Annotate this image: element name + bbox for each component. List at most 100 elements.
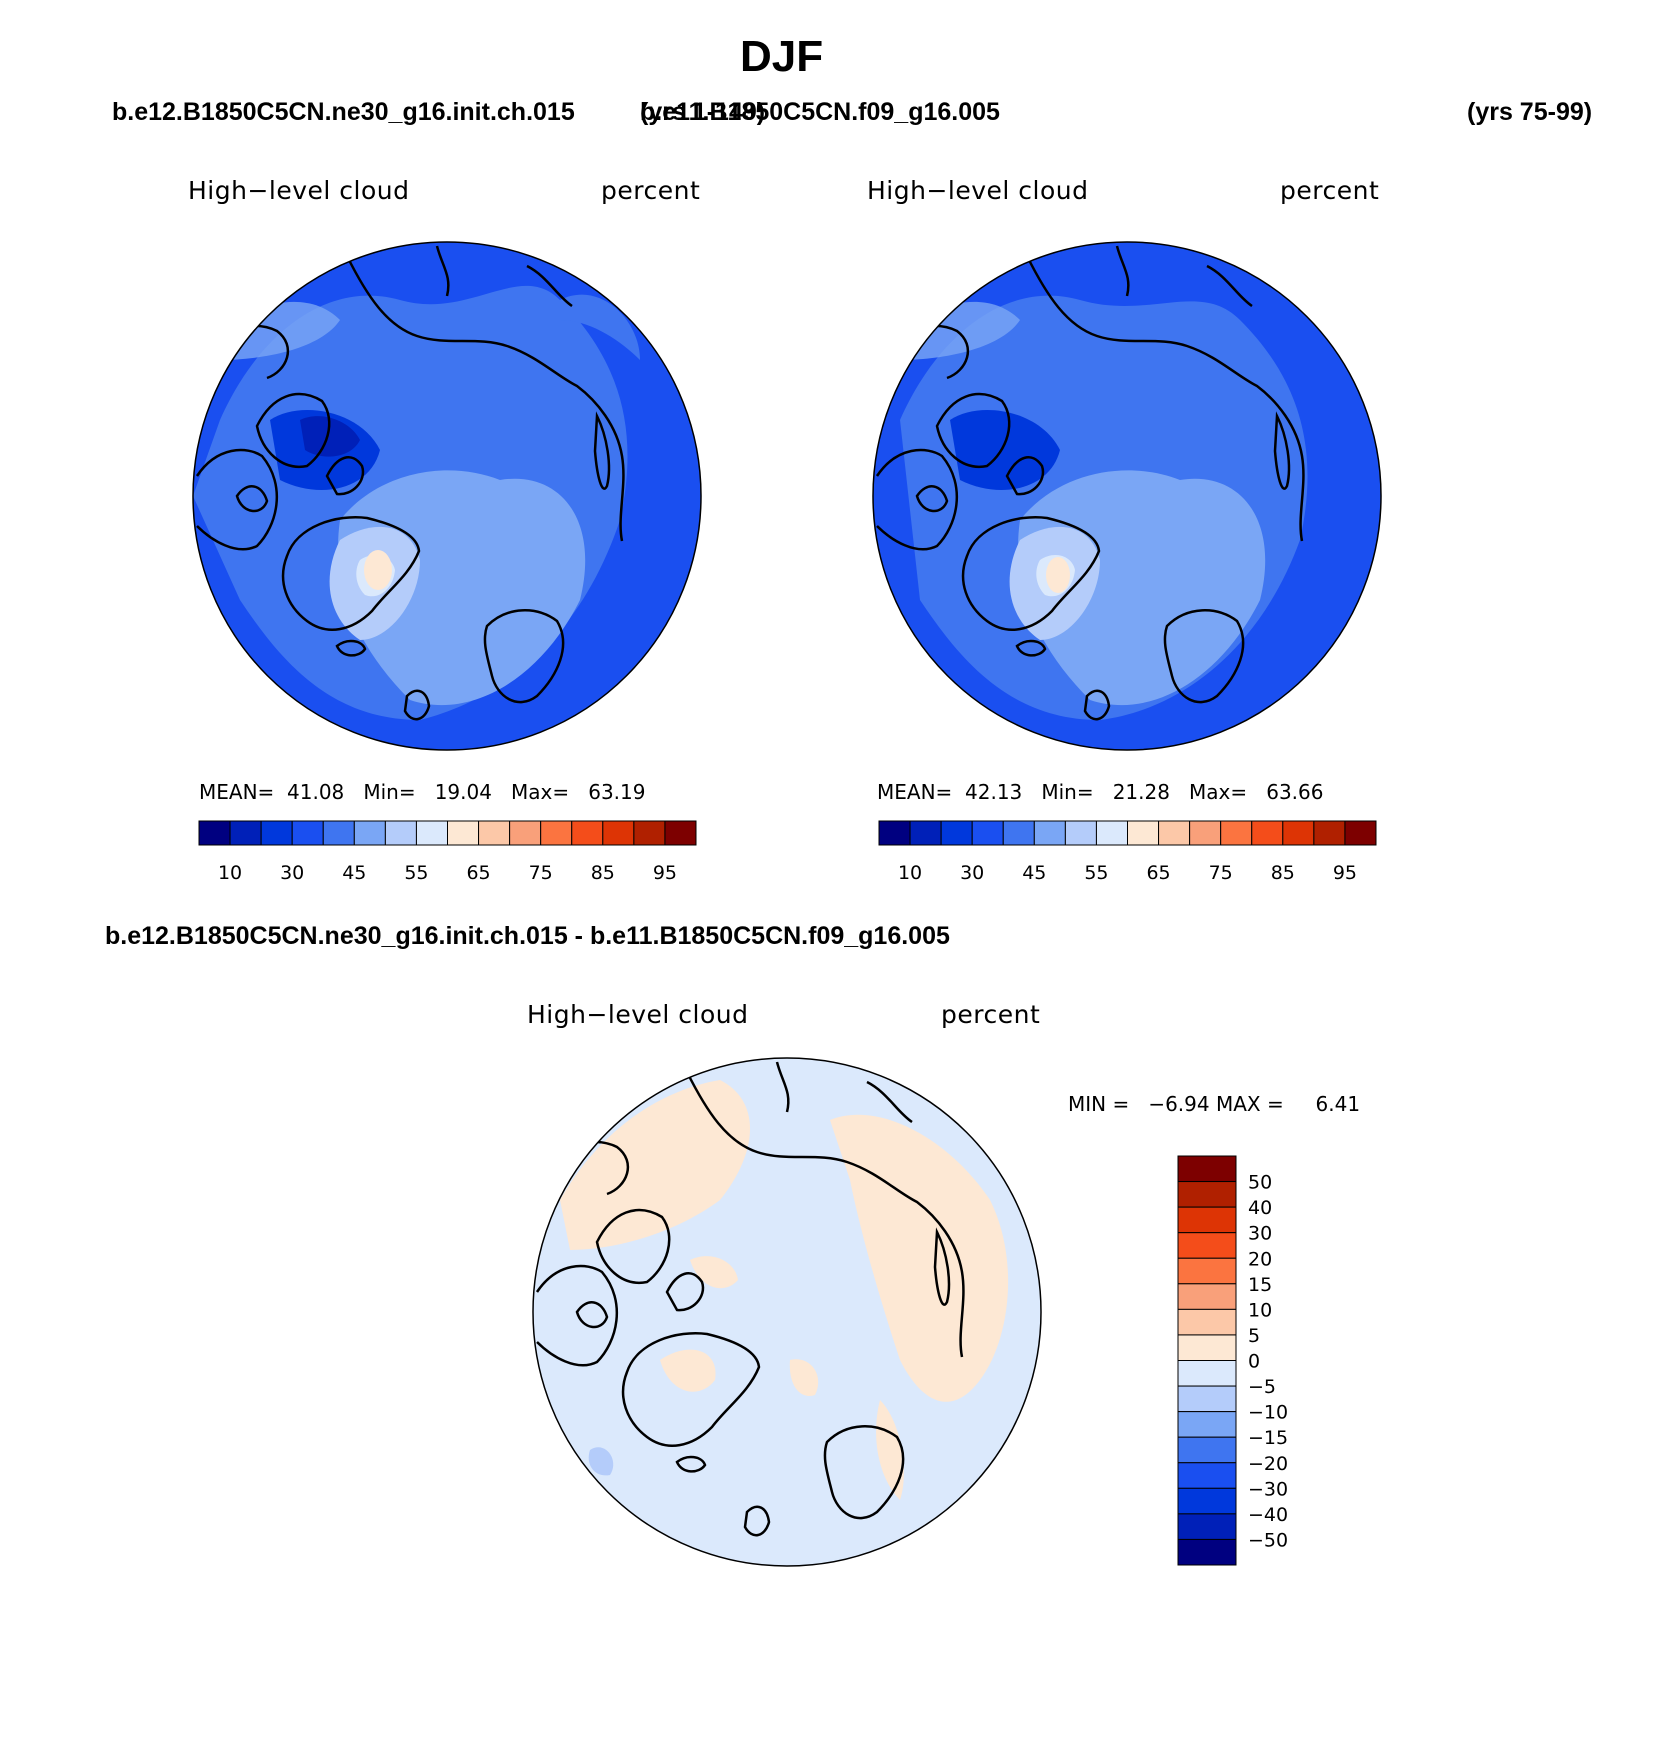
max-label: Max= — [511, 780, 570, 804]
diff-colorbar-swatch — [1177, 1283, 1237, 1310]
panel1-colorbar-tick-label: 30 — [280, 862, 304, 884]
diff-colorbar-tick-label: −40 — [1248, 1504, 1288, 1526]
panel1-colorbar-swatch — [478, 820, 511, 846]
panel2-colorbar-swatch — [878, 820, 911, 846]
panel2-variable: High−level cloud — [867, 176, 1089, 205]
diff-colorbar-swatch — [1177, 1436, 1237, 1464]
panel1-variable: High−level cloud — [188, 176, 410, 205]
panel2-colorbar-tick-label: 30 — [960, 862, 984, 884]
diff-colorbar-tick-label: −20 — [1248, 1453, 1288, 1475]
diff-colorbar-tick-label: 40 — [1248, 1197, 1272, 1219]
panel1-stats: MEAN= 41.08 Min= 19.04 Max= 63.19 — [199, 780, 645, 804]
panel1-colorbar-swatch — [229, 820, 262, 846]
left-case-years: (yrs 1-149) — [640, 98, 766, 126]
panel1-colorbar-swatch — [540, 820, 573, 846]
diff-colorbar-tick-label: −10 — [1248, 1402, 1288, 1424]
panel1-colorbar-swatch — [260, 820, 293, 846]
min-value: −6.94 — [1148, 1092, 1210, 1116]
diff-colorbar-tick-label: 15 — [1248, 1274, 1272, 1296]
max-label: Max= — [1189, 780, 1248, 804]
diff-colorbar-swatch — [1177, 1513, 1237, 1540]
left-case-name: b.e12.B1850C5CN.ne30_g16.init.ch.015 — [112, 98, 575, 126]
panel1-colorbar-swatch — [291, 820, 324, 846]
panel2-colorbar-swatch — [940, 820, 973, 846]
diff-colorbar-swatch — [1177, 1538, 1237, 1566]
diff-colorbar-swatch — [1177, 1411, 1237, 1438]
panel2-colorbar-swatch — [1282, 820, 1315, 846]
diff-colorbar-tick-label: −30 — [1248, 1478, 1288, 1500]
panel2-colorbar-swatch — [1002, 820, 1035, 846]
panel1-units: percent — [601, 176, 701, 205]
diff-colorbar-swatch — [1177, 1308, 1237, 1336]
panel2-colorbar-swatch — [1251, 820, 1284, 846]
diff-stats: MIN = −6.94 MAX = 6.41 — [1068, 1092, 1360, 1116]
mean-label: MEAN= — [199, 780, 275, 804]
diff-colorbar-swatch — [1177, 1487, 1237, 1515]
diff-colorbar-tick-label: 5 — [1248, 1325, 1260, 1347]
max-value: 63.66 — [1266, 780, 1324, 804]
panel1-colorbar-swatch — [384, 820, 417, 846]
main-title: DJF — [740, 32, 824, 81]
panel1-colorbar-tick-label: 85 — [591, 862, 615, 884]
panel2-units: percent — [1280, 176, 1380, 205]
panel2-colorbar-tick-label: 95 — [1333, 862, 1357, 884]
panel1-colorbar-swatch — [415, 820, 448, 846]
min-label: Min= — [363, 780, 416, 804]
panel1-colorbar-swatch — [571, 820, 604, 846]
panel2-colorbar: 10 30 45 55 65 75 85 95 — [878, 820, 1377, 884]
right-case-name: b.e11.B1850C5CN.f09_g16.005 — [640, 98, 1000, 126]
min-label: MIN = — [1068, 1092, 1130, 1116]
panel1-colorbar-tick-label: 65 — [466, 862, 490, 884]
panel1-colorbar-swatch — [353, 820, 386, 846]
panel2-stats: MEAN= 42.13 Min= 21.28 Max= 63.66 — [877, 780, 1323, 804]
max-value: 6.41 — [1315, 1092, 1361, 1116]
panel2-colorbar-tick-label: 10 — [898, 862, 922, 884]
panel1-colorbar-tick-label: 55 — [404, 862, 428, 884]
panel2-colorbar-swatch — [1220, 820, 1253, 846]
diff-colorbar-swatch — [1177, 1181, 1237, 1208]
panel1-colorbar-swatch — [633, 820, 666, 846]
diff-colorbar-swatch — [1177, 1257, 1237, 1285]
panel1-colorbar-swatch — [602, 820, 635, 846]
panel2-colorbar-swatch — [1344, 820, 1377, 846]
panel1-colorbar-tick-label: 45 — [342, 862, 366, 884]
diff-variable: High−level cloud — [527, 1000, 749, 1029]
diff-units: percent — [941, 1000, 1041, 1029]
panel2-colorbar-swatch — [1033, 820, 1066, 846]
panel2-colorbar-tick-label: 65 — [1146, 862, 1170, 884]
diff-colorbar-swatch — [1177, 1462, 1237, 1489]
max-value: 63.19 — [588, 780, 646, 804]
mean-value: 42.13 — [965, 780, 1023, 804]
diff-colorbar-swatch — [1177, 1385, 1237, 1413]
panel1-colorbar-swatch — [664, 820, 697, 846]
right-case-years: (yrs 75-99) — [1467, 98, 1593, 126]
panel2-map — [872, 241, 1382, 751]
diff-colorbar-tick-label: 30 — [1248, 1223, 1272, 1245]
diff-colorbar-tick-label: 10 — [1248, 1299, 1272, 1321]
diff-colorbar-swatch — [1177, 1206, 1237, 1234]
diff-colorbar-tick-label: −15 — [1248, 1427, 1288, 1449]
min-label: Min= — [1041, 780, 1094, 804]
panel1-colorbar-swatch — [509, 820, 542, 846]
panel2-colorbar-swatch — [971, 820, 1004, 846]
min-value: 21.28 — [1112, 780, 1170, 804]
panel2-colorbar-swatch — [1127, 820, 1160, 846]
panel2-colorbar-swatch — [1158, 820, 1191, 846]
diff-colorbar-tick-label: −50 — [1248, 1529, 1288, 1551]
diff-colorbar-swatch — [1177, 1155, 1237, 1183]
diff-title: b.e12.B1850C5CN.ne30_g16.init.ch.015 - b… — [105, 922, 950, 950]
diff-map — [532, 1057, 1042, 1567]
panel2-colorbar-swatch — [1064, 820, 1097, 846]
diff-colorbar-tick-label: 20 — [1248, 1248, 1272, 1270]
mean-value: 41.08 — [287, 780, 345, 804]
diff-colorbar-tick-label: 0 — [1248, 1351, 1260, 1373]
panel1-colorbar-tick-label: 95 — [653, 862, 677, 884]
panel2-colorbar-tick-label: 45 — [1022, 862, 1046, 884]
diff-colorbar-swatch — [1177, 1334, 1237, 1361]
panel2-colorbar-tick-label: 85 — [1271, 862, 1295, 884]
diff-colorbar-tick-label: 50 — [1248, 1172, 1272, 1194]
panel1-colorbar-tick-label: 75 — [529, 862, 553, 884]
panel1-colorbar-swatch — [198, 820, 231, 846]
